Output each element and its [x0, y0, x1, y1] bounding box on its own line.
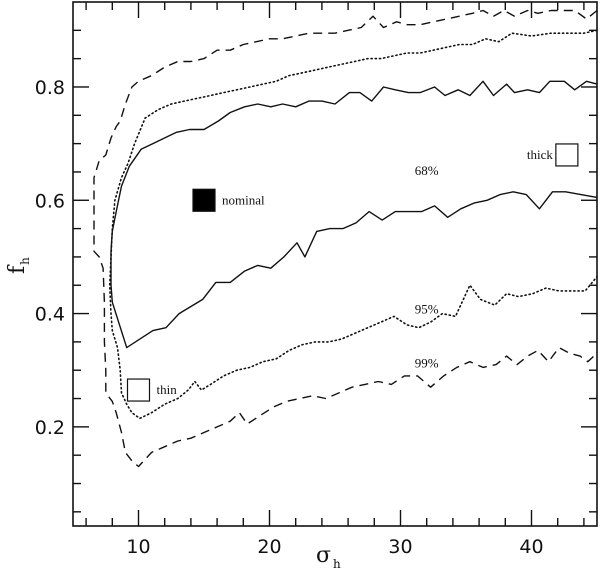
contour-series: [93, 9, 598, 468]
contour-68pct: [110, 80, 598, 349]
x-tick-label: 20: [257, 536, 281, 558]
y-axis-title-main: f: [5, 264, 30, 274]
marker-label-nominal: nominal: [222, 192, 265, 207]
contour-95pct: [108, 29, 598, 420]
marker-thick: [555, 143, 579, 167]
x-tick-label: 10: [126, 536, 150, 558]
y-tick-label: 0.8: [35, 77, 65, 99]
annotation-99pct: 99%: [415, 355, 439, 370]
annotation-95pct: 95%: [415, 302, 439, 317]
x-axis-title-sub: h: [333, 557, 341, 571]
svg-text:fh: fh: [5, 257, 32, 274]
model-markers: nominal thin thick: [126, 143, 579, 402]
y-tick-label: 0.2: [35, 417, 65, 439]
marker-thin: [126, 378, 151, 402]
contour-99pct: [93, 9, 598, 468]
axes: 10 20 30 40 0.2 0.4 0.6 0.8: [35, 1, 598, 558]
x-tick-label: 40: [519, 536, 543, 558]
y-tick-label: 0.4: [35, 304, 65, 326]
x-axis-title-main: σ: [316, 543, 331, 568]
marker-label-thick: thick: [527, 147, 553, 162]
marker-nominal: [192, 188, 216, 212]
contour-annotations: 68% 95% 99%: [415, 163, 439, 371]
annotation-68pct: 68%: [415, 163, 439, 178]
x-tick-label: 30: [388, 536, 412, 558]
axes-frame: [72, 1, 598, 527]
y-tick-label: 0.6: [35, 190, 65, 212]
marker-label-thin: thin: [157, 382, 178, 397]
y-axis-title: fh: [5, 257, 32, 274]
y-axis-title-sub: h: [18, 257, 32, 265]
